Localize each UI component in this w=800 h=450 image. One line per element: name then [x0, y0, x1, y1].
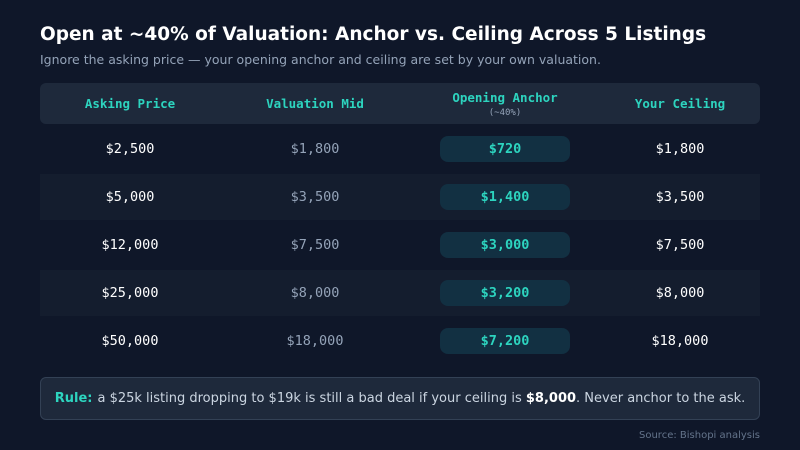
opening-anchor-pill: $720	[440, 136, 570, 162]
valuation-mid-cell: $1,800	[290, 141, 340, 157]
table-row: $5,000 $3,500 $1,400 $3,500	[40, 174, 760, 220]
header-valuation-mid: Valuation Mid	[220, 96, 410, 111]
header-label: Your Ceiling	[634, 96, 726, 111]
table-row: $25,000 $8,000 $3,200 $8,000	[40, 270, 760, 316]
header-label: Opening Anchor	[452, 89, 558, 105]
rule-callout: Rule: a $25k listing dropping to $19k is…	[40, 377, 760, 420]
ceiling-cell: $7,500	[655, 237, 705, 253]
rule-text: a $25k listing dropping to $19k is still…	[97, 391, 522, 406]
ceiling-cell: $3,500	[655, 189, 705, 205]
table-row: $50,000 $18,000 $7,200 $18,000	[40, 318, 760, 364]
header-asking-price: Asking Price	[40, 96, 220, 111]
ceiling-cell: $18,000	[651, 333, 709, 349]
valuation-mid-cell: $18,000	[286, 333, 344, 349]
page-subtitle: Ignore the asking price — your opening a…	[40, 52, 601, 67]
rule-label: Rule:	[54, 391, 93, 406]
asking-price-cell: $25,000	[101, 285, 159, 301]
valuation-table: Asking Price Valuation Mid Opening Ancho…	[40, 83, 760, 364]
table-row: $12,000 $7,500 $3,000 $7,500	[40, 222, 760, 268]
table-row: $2,500 $1,800 $720 $1,800	[40, 126, 760, 172]
opening-anchor-pill: $3,000	[440, 232, 570, 258]
rule-highlight: $8,000	[525, 391, 577, 406]
asking-price-cell: $2,500	[105, 141, 155, 157]
valuation-mid-cell: $8,000	[290, 285, 340, 301]
ceiling-cell: $8,000	[655, 285, 705, 301]
opening-anchor-pill: $7,200	[440, 328, 570, 354]
asking-price-cell: $5,000	[105, 189, 155, 205]
header-label: Asking Price	[84, 96, 176, 111]
header-your-ceiling: Your Ceiling	[600, 96, 760, 111]
valuation-mid-cell: $7,500	[290, 237, 340, 253]
header-label: Valuation Mid	[266, 96, 364, 111]
valuation-mid-cell: $3,500	[290, 189, 340, 205]
asking-price-cell: $12,000	[101, 237, 159, 253]
asking-price-cell: $50,000	[101, 333, 159, 349]
header-opening-anchor: Opening Anchor (~40%)	[410, 90, 600, 118]
rule-text-end: . Never anchor to the ask.	[576, 391, 746, 406]
ceiling-cell: $1,800	[655, 141, 705, 157]
table-header: Asking Price Valuation Mid Opening Ancho…	[40, 83, 760, 124]
opening-anchor-pill: $3,200	[440, 280, 570, 306]
opening-anchor-pill: $1,400	[440, 184, 570, 210]
source-note: Source: Bishopi analysis	[639, 430, 760, 441]
header-sublabel: (~40%)	[488, 107, 522, 118]
page-title: Open at ~40% of Valuation: Anchor vs. Ce…	[40, 24, 707, 45]
